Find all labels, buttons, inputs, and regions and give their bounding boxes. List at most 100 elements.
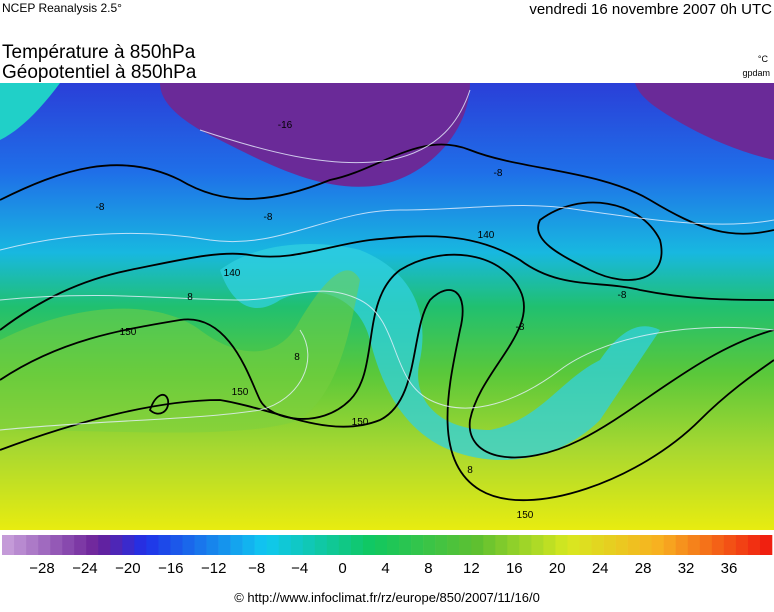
color-cell	[447, 535, 460, 555]
color-cell	[146, 535, 159, 555]
color-cell	[158, 535, 171, 555]
color-cell	[254, 535, 267, 555]
scale-label: 16	[506, 560, 523, 577]
contour-label: -8	[264, 212, 273, 223]
color-cell	[134, 535, 147, 555]
color-cell	[495, 535, 508, 555]
source: NCEP Reanalysis 2.5°	[2, 1, 122, 15]
scale-label: 32	[678, 560, 695, 577]
cold-area	[635, 83, 774, 160]
contour-label: 8	[187, 292, 193, 303]
color-cell	[543, 535, 556, 555]
color-cell	[38, 535, 51, 555]
title: Température à 850hPa	[2, 42, 196, 63]
color-cell	[579, 535, 592, 555]
color-cell	[603, 535, 616, 555]
color-cell	[423, 535, 436, 555]
color-cell	[14, 535, 27, 555]
contours	[0, 143, 774, 502]
color-cell	[182, 535, 195, 555]
contour-label: -8	[96, 202, 105, 213]
color-cell	[194, 535, 207, 555]
scale-label: −4	[291, 560, 308, 577]
scale-label: −28	[29, 560, 54, 577]
color-cell	[759, 535, 773, 555]
color-cell	[555, 535, 568, 555]
title: Géopotentiel à 850hPa	[2, 62, 197, 83]
color-cell	[411, 535, 424, 555]
color-cell	[290, 535, 304, 555]
scale-label: −12	[201, 560, 226, 577]
scale-label: −16	[158, 560, 183, 577]
color-cell	[663, 535, 677, 555]
color-cell	[531, 535, 544, 555]
color-cell	[350, 535, 364, 555]
scale-label: −8	[248, 560, 265, 577]
mild-area	[0, 83, 60, 140]
date: vendredi 16 novembre 2007 0h UTC	[529, 1, 772, 18]
color-cell	[723, 535, 737, 555]
color-cell	[338, 535, 352, 555]
warm-area	[0, 270, 360, 433]
scale-label: 4	[381, 560, 389, 577]
credit: © http://www.infoclimat.fr/rz/europe/850…	[234, 590, 540, 605]
color-cell	[2, 535, 15, 555]
contour-labels: -16 -8 -8 -8 140 140 150 150 150 150 8 8 8 -8 -8	[96, 120, 627, 521]
color-cell	[362, 535, 376, 555]
color-cell	[615, 535, 628, 555]
color-cell	[218, 535, 231, 555]
color-cell	[62, 535, 75, 555]
contour-label: -8	[516, 322, 525, 333]
contour-label: -8	[618, 290, 627, 301]
color-cell	[651, 535, 665, 555]
contour-label: 8	[294, 352, 300, 363]
contour-label: 150	[352, 417, 369, 428]
contour-label: 150	[232, 387, 249, 398]
color-cell	[687, 535, 701, 555]
color-cell	[242, 535, 255, 555]
unit: gpdam	[742, 68, 770, 78]
color-cell	[86, 535, 99, 555]
color-cell	[266, 535, 280, 555]
color-cell	[122, 535, 135, 555]
color-cell	[314, 535, 328, 555]
color-cell	[711, 535, 725, 555]
scale-label: −20	[115, 560, 140, 577]
scale-label: −24	[72, 560, 97, 577]
color-cell	[170, 535, 183, 555]
contour-label: 150	[120, 327, 137, 338]
contour-label: 140	[224, 268, 241, 279]
scale-label: 28	[635, 560, 652, 577]
map: -16 -8 -8 -8 140 140 150 150 150 150 8 8 8 -8 -8	[0, 83, 774, 530]
color-cell	[326, 535, 340, 555]
color-cell	[230, 535, 243, 555]
color-scale	[2, 535, 773, 555]
contour-label: 140	[478, 230, 495, 241]
isotherms	[0, 89, 774, 431]
color-cell	[639, 535, 652, 555]
color-cell	[387, 535, 400, 555]
color-cell	[747, 535, 761, 555]
color-cell	[507, 535, 520, 555]
color-cell	[627, 535, 640, 555]
color-cell	[399, 535, 412, 555]
color-cell	[74, 535, 87, 555]
contour-label: -8	[494, 168, 503, 179]
color-cell	[374, 535, 388, 555]
color-cell	[483, 535, 496, 555]
color-cell	[278, 535, 292, 555]
color-cell	[459, 535, 472, 555]
color-cell	[591, 535, 604, 555]
color-cell	[98, 535, 111, 555]
contour-label: -16	[278, 120, 293, 131]
color-scale-labels: −28 −24 −20 −16 −12 −8 −4 0 4 8 12 16 20 24 28 32 36	[29, 560, 737, 577]
color-cell	[471, 535, 484, 555]
color-cell	[50, 535, 63, 555]
contour-label: 8	[467, 465, 473, 476]
color-cell	[26, 535, 39, 555]
color-cell	[110, 535, 123, 555]
unit: °C	[758, 54, 769, 64]
scale-label: 12	[463, 560, 480, 577]
cold-area	[160, 83, 470, 187]
